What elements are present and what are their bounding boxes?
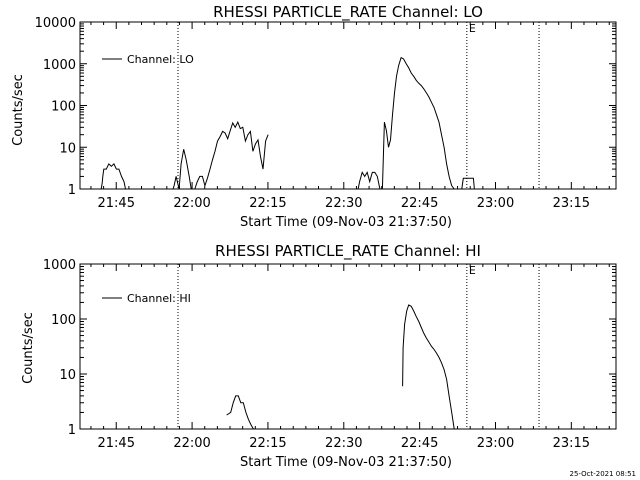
y-tick-label: 10	[59, 141, 76, 156]
y-axis-label: Counts/sec	[21, 312, 36, 384]
legend-label: Channel: LO	[127, 53, 194, 66]
x-tick-label: 22:00	[173, 196, 210, 211]
x-tick-label: 22:15	[249, 196, 286, 211]
series-group	[100, 56, 475, 190]
y-tick-label: 1	[68, 423, 76, 438]
y-axis-label: Counts/sec	[11, 74, 26, 146]
x-tick-label: 21:45	[98, 436, 135, 451]
marker-label: E	[469, 22, 476, 35]
legend-label: Channel: HI	[127, 292, 191, 305]
x-tick-label: 22:45	[401, 436, 438, 451]
x-tick-label: 21:45	[98, 196, 135, 211]
x-tick-label: 23:15	[553, 436, 590, 451]
series-line	[357, 56, 475, 190]
axes: 1 10 100 1000 10000 21:45 22:00 22:15 22:30 22:45…	[35, 16, 617, 211]
panel-hi: RHESSI PARTICLE_RATE Channel: HI Counts/…	[21, 242, 617, 470]
legend: Channel: LO	[102, 53, 194, 66]
marker-label: E	[469, 264, 476, 277]
timestamp-footer: 25-Oct-2021 08:51	[570, 470, 636, 478]
series-line	[402, 304, 455, 430]
x-tick-label: 23:00	[477, 196, 514, 211]
y-tick-label: 100	[51, 100, 76, 115]
x-tick-label: 22:30	[325, 436, 362, 451]
plot-frame	[79, 21, 617, 190]
chart-title: RHESSI PARTICLE_RATE Channel: LO	[213, 3, 483, 22]
axes: 1 10 100 1000 21:45 22:00 22:15 22:30 22:45 23:00…	[43, 258, 617, 451]
series-line	[172, 120, 269, 190]
panel-lo: RHESSI PARTICLE_RATE Channel: LO Counts/…	[11, 3, 617, 230]
series-line	[100, 163, 135, 190]
series-line	[226, 395, 256, 430]
x-axis-label: Start Time (09-Nov-03 21:37:50)	[240, 455, 452, 470]
y-tick-label: 10	[59, 368, 76, 383]
y-tick-label: 100	[51, 313, 76, 328]
plot-frame	[79, 263, 617, 430]
x-tick-label: 22:45	[401, 196, 438, 211]
x-tick-label: 22:30	[325, 196, 362, 211]
legend: Channel: HI	[102, 292, 191, 305]
y-tick-label: 1	[68, 183, 76, 198]
x-tick-label: 23:15	[553, 196, 590, 211]
y-tick-label: 10000	[35, 16, 76, 31]
x-tick-label: 22:00	[173, 436, 210, 451]
x-axis-label: Start Time (09-Nov-03 21:37:50)	[240, 215, 452, 230]
y-tick-label: 1000	[43, 258, 76, 273]
marker-lines: E	[177, 264, 540, 429]
marker-lines: E	[177, 22, 540, 189]
x-tick-label: 23:00	[477, 436, 514, 451]
series-group	[226, 304, 455, 430]
y-tick-label: 1000	[43, 58, 76, 73]
chart-title: RHESSI PARTICLE_RATE Channel: HI	[215, 242, 481, 261]
x-tick-label: 22:15	[249, 436, 286, 451]
